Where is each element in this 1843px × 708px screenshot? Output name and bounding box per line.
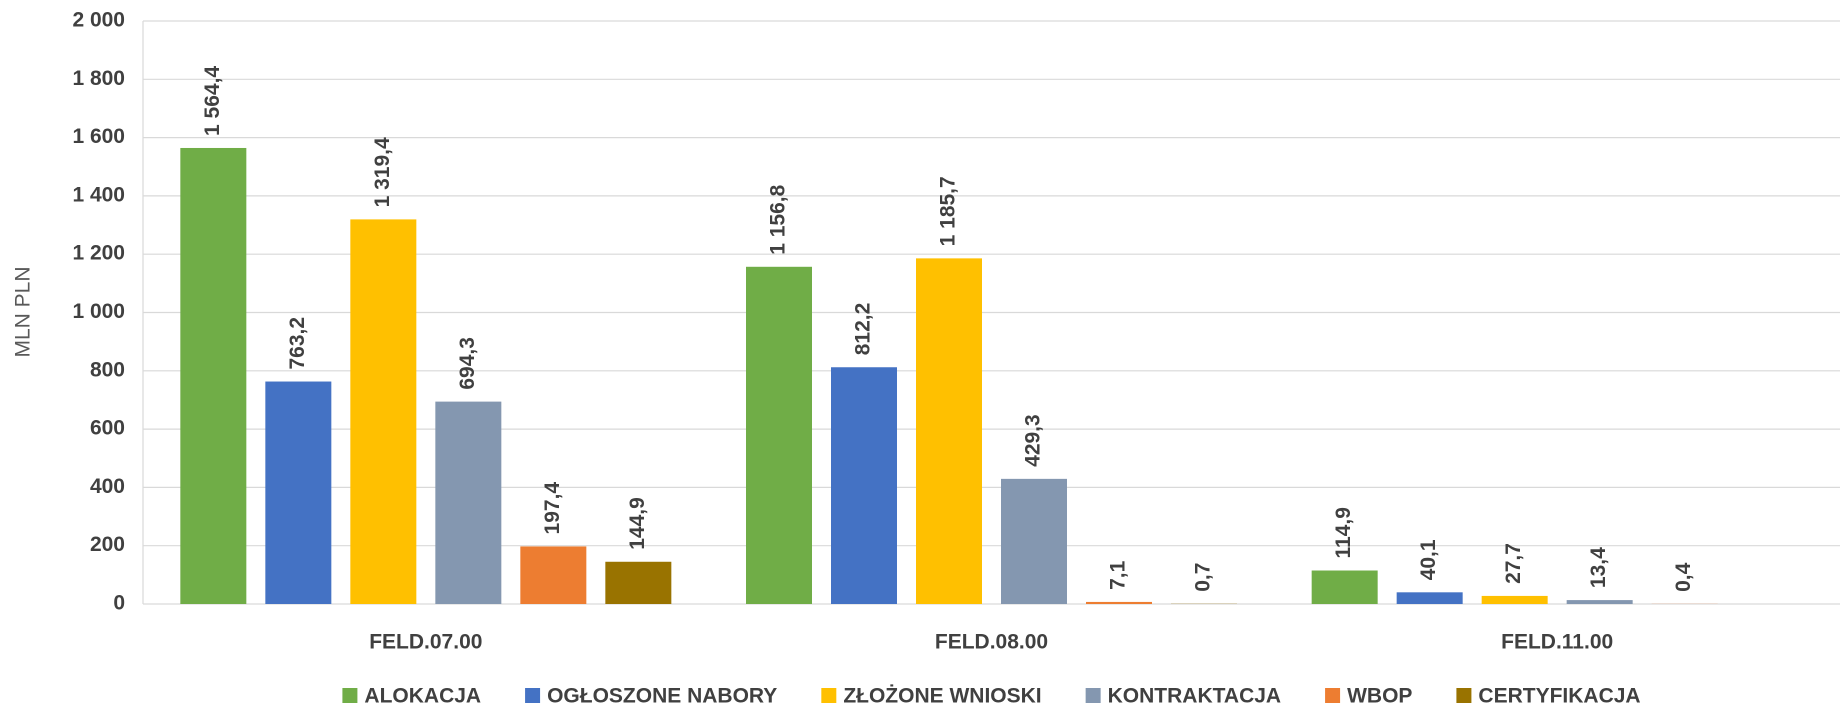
legend-label: OGŁOSZONE NABORY (547, 685, 777, 708)
bar (916, 258, 982, 604)
y-tick-label: 1 200 (72, 242, 125, 265)
bar (350, 219, 417, 604)
value-label: 197,4 (541, 482, 564, 535)
y-tick-label: 400 (90, 475, 125, 498)
value-label: 144,9 (626, 497, 649, 550)
y-tick-label: 1 600 (72, 125, 125, 148)
bar (605, 561, 672, 604)
legend-swatch (1085, 688, 1101, 703)
bar (1001, 478, 1067, 604)
value-label: 429,3 (1022, 414, 1045, 467)
value-label: 1 319,4 (371, 137, 394, 207)
y-tick-label: 800 (90, 358, 125, 381)
bar (265, 381, 332, 604)
legend-label: KONTRAKTACJA (1108, 685, 1281, 708)
y-tick-label: 200 (90, 533, 125, 556)
value-label: 812,2 (852, 303, 875, 356)
legend-label: ZŁOŻONE WNIOSKI (843, 685, 1041, 708)
bar (435, 401, 502, 604)
bar (180, 147, 247, 604)
value-label: 7,1 (1107, 560, 1130, 590)
bar (1086, 601, 1152, 604)
x-tick-label: FELD.08.00 (935, 631, 1048, 654)
legend-swatch (342, 688, 358, 703)
legend-swatch (1325, 688, 1341, 703)
y-tick-label: 1 000 (72, 300, 125, 323)
y-tick-label: 600 (90, 417, 125, 440)
legend-swatch (1456, 688, 1472, 703)
value-label: 694,3 (456, 337, 479, 390)
y-tick-label: 1 800 (72, 67, 125, 90)
y-tick-label: 0 (113, 592, 125, 615)
value-label: 1 185,7 (937, 176, 960, 246)
value-label: 114,9 (1332, 507, 1355, 558)
value-label: 27,7 (1502, 543, 1525, 584)
bar (746, 266, 812, 604)
y-axis-label: MLN PLN (12, 266, 35, 357)
legend-label: ALOKACJA (364, 685, 481, 708)
y-tick-label: 1 400 (72, 183, 125, 206)
value-label: 0,4 (1672, 562, 1695, 592)
legend-label: CERTYFIKACJA (1478, 685, 1640, 708)
bar (520, 546, 587, 604)
bar (1566, 600, 1633, 604)
bar (831, 367, 897, 604)
value-label: 763,2 (286, 317, 309, 370)
bar (1311, 570, 1378, 604)
value-label: 13,4 (1587, 547, 1610, 588)
bar (1396, 592, 1463, 604)
legend-swatch (525, 688, 541, 703)
legend-label: WBOP (1347, 685, 1412, 708)
x-tick-label: FELD.11.00 (1501, 631, 1613, 654)
x-tick-label: FELD.07.00 (369, 631, 482, 654)
value-label: 1 564,4 (201, 66, 224, 136)
y-tick-label: 2 000 (72, 9, 125, 32)
value-label: 1 156,8 (767, 184, 790, 254)
bar (1481, 595, 1548, 604)
legend-swatch (821, 688, 837, 703)
value-label: 0,7 (1192, 563, 1215, 592)
value-label: 40,1 (1417, 539, 1440, 580)
